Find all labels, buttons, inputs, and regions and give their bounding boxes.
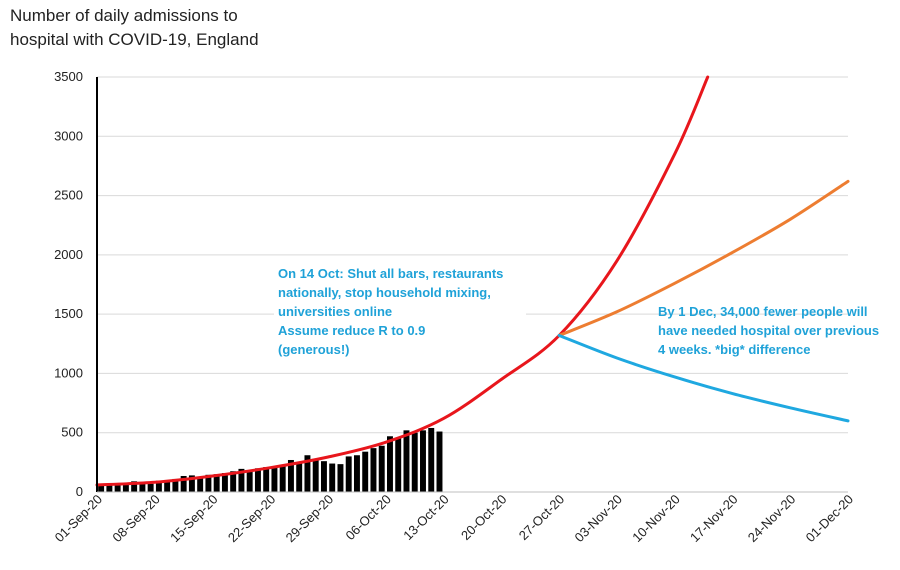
annotation-line: By 1 Dec, 34,000 fewer people will: [658, 304, 868, 319]
bar: [337, 464, 344, 492]
bar: [304, 455, 311, 492]
bar: [395, 437, 402, 492]
y-tick-label: 3500: [54, 69, 83, 84]
y-axis-ticks: 0 500 1000 1500 2000 2500 3000 3500: [54, 69, 83, 499]
annotation-line: have needed hospital over previous: [658, 323, 879, 338]
bar-series: [98, 427, 443, 492]
bar: [246, 470, 253, 492]
bar: [428, 427, 435, 492]
annotation-line: On 14 Oct: Shut all bars, restaurants: [278, 266, 503, 281]
x-tick-label: 03-Nov-20: [572, 492, 626, 546]
x-axis-ticks: 01-Sep-20 08-Sep-20 15-Sep-20 22-Sep-20 29-S…: [52, 492, 857, 546]
bar: [147, 483, 154, 492]
bar: [106, 485, 113, 492]
x-tick-label: 29-Sep-20: [283, 492, 337, 546]
bar: [279, 464, 286, 492]
chart-title: Number of daily admissions to hospital w…: [10, 4, 259, 52]
bar: [254, 468, 261, 492]
bar: [131, 481, 138, 492]
bar: [420, 430, 426, 492]
series-line-2: [557, 179, 850, 337]
bar: [188, 475, 195, 492]
bar: [378, 445, 385, 492]
bar: [263, 467, 270, 492]
bar: [213, 474, 220, 492]
annotation-backdrop: [274, 262, 526, 360]
bar: [155, 480, 162, 492]
bar: [287, 459, 294, 492]
y-tick-label: 0: [76, 484, 83, 499]
x-tick-label: 20-Oct-20: [458, 492, 509, 543]
line-series: [95, 75, 850, 487]
annotation-line: (generous!): [278, 342, 350, 357]
y-tick-label: 2000: [54, 247, 83, 262]
chart-title-line-2: hospital with COVID-19, England: [10, 30, 259, 49]
x-tick-label: 01-Sep-20: [52, 492, 106, 546]
bar: [271, 467, 278, 492]
x-tick-label: 06-Oct-20: [342, 492, 393, 543]
bar: [197, 477, 204, 492]
annotation-line: universities online: [278, 304, 392, 319]
bar: [436, 431, 443, 492]
annotation-line: 4 weeks. *big* difference: [658, 342, 810, 357]
bar: [238, 468, 245, 492]
bar: [221, 473, 228, 492]
bar: [403, 430, 410, 492]
bar: [345, 456, 352, 492]
x-tick-label: 22-Sep-20: [225, 492, 279, 546]
axes: [96, 77, 848, 493]
x-tick-label: 27-Oct-20: [516, 492, 567, 543]
x-tick-label: 10-Nov-20: [629, 492, 683, 546]
annotations: On 14 Oct: Shut all bars, restaurants nat…: [274, 262, 879, 360]
annotation-line: nationally, stop household mixing,: [278, 285, 491, 300]
bar: [122, 484, 129, 492]
series-line-1: [95, 75, 710, 487]
x-tick-label: 08-Sep-20: [109, 492, 163, 546]
y-tick-label: 1000: [54, 365, 83, 380]
y-tick-label: 2500: [54, 188, 83, 203]
bar: [370, 448, 377, 492]
bar: [180, 475, 187, 492]
chart-title-line-1: Number of daily admissions to: [10, 6, 238, 25]
bar: [320, 461, 327, 492]
x-tick-label: 01-Dec-20: [803, 492, 857, 546]
bar: [164, 481, 171, 492]
bar: [387, 436, 393, 492]
x-tick-label: 17-Nov-20: [687, 492, 741, 546]
gridlines: [97, 76, 848, 434]
x-tick-label: 24-Nov-20: [745, 492, 799, 546]
bar: [172, 478, 179, 492]
x-tick-label: 13-Oct-20: [400, 492, 451, 543]
x-tick-label: 15-Sep-20: [167, 492, 221, 546]
bar: [353, 455, 360, 492]
bar: [296, 462, 303, 492]
bar: [362, 451, 369, 492]
bar: [230, 471, 237, 492]
bar: [205, 474, 212, 492]
bar: [329, 463, 336, 492]
bar: [312, 458, 319, 492]
bar: [114, 485, 121, 492]
y-tick-label: 1500: [54, 306, 83, 321]
annotation-line: Assume reduce R to 0.9: [278, 323, 425, 338]
y-tick-label: 3000: [54, 128, 83, 143]
series-line-3: [557, 333, 850, 423]
bar: [139, 482, 146, 492]
y-tick-label: 500: [61, 425, 83, 440]
bar: [411, 432, 418, 492]
bar: [98, 484, 105, 492]
